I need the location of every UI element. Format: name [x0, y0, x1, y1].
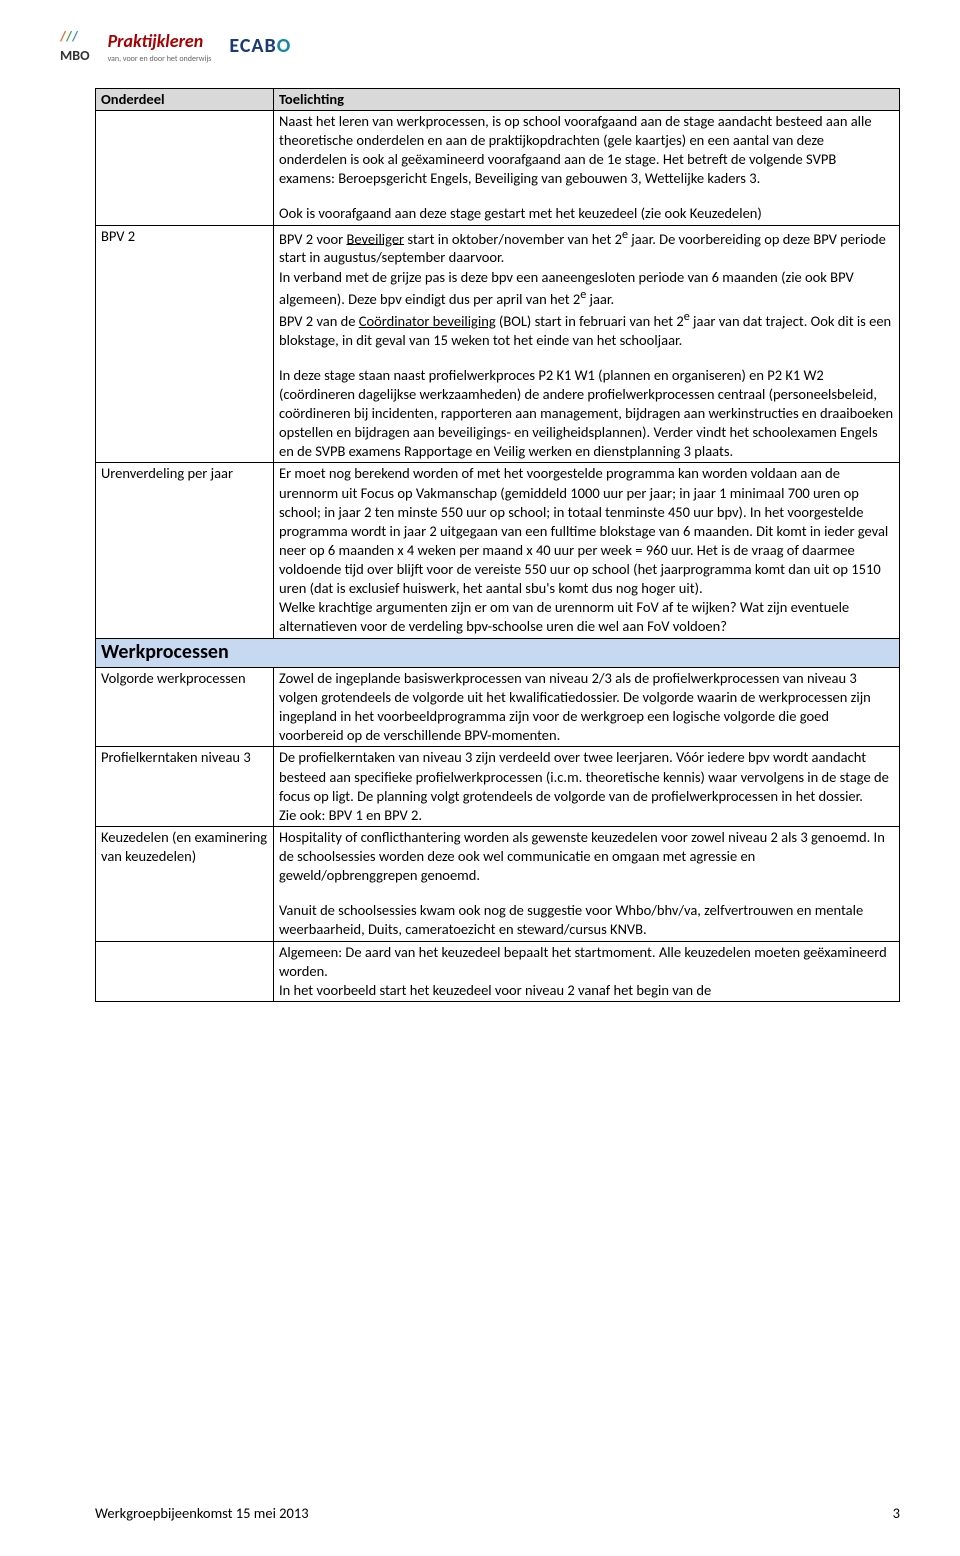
page: /// MBO Praktijkleren van, voor en door … [0, 0, 960, 1556]
row-urenverdeling: Urenverdeling per jaar Er moet nog berek… [96, 463, 900, 638]
cell-text: De profielkerntaken van niveau 3 zijn ve… [274, 747, 900, 827]
row-profielkerntaken: Profielkerntaken niveau 3 De profielkern… [96, 747, 900, 827]
cell-label: BPV 2 [96, 225, 274, 463]
cell-text: Er moet nog berekend worden of met het v… [274, 463, 900, 638]
section-werkprocessen: Werkprocessen [96, 638, 900, 667]
content-table: Onderdeel Toelichting Naast het leren va… [95, 88, 900, 1002]
row-volgorde: Volgorde werkprocessen Zowel de ingeplan… [96, 667, 900, 747]
row-intro: Naast het leren van werkprocessen, is op… [96, 110, 900, 225]
cell-text: Algemeen: De aard van het keuzedeel bepa… [274, 941, 900, 1001]
cell-label: Volgorde werkprocessen [96, 667, 274, 747]
section-heading: Werkprocessen [96, 638, 900, 667]
row-bpv2: BPV 2 BPV 2 voor Beveiliger start in okt… [96, 225, 900, 463]
logo-mbo: /// MBO [60, 28, 90, 66]
footer-page-number: 3 [893, 1504, 900, 1524]
cell-text: Hospitality of conflicthantering worden … [274, 826, 900, 941]
header-toelichting: Toelichting [274, 88, 900, 110]
cell-label: Profielkerntaken niveau 3 [96, 747, 274, 827]
cell-text: BPV 2 voor Beveiliger start in oktober/n… [274, 225, 900, 463]
header-onderdeel: Onderdeel [96, 88, 274, 110]
cell-text: Naast het leren van werkprocessen, is op… [274, 110, 900, 225]
row-algemeen: Algemeen: De aard van het keuzedeel bepa… [96, 941, 900, 1001]
footer: Werkgroepbijeenkomst 15 mei 2013 3 [95, 1504, 900, 1524]
cell-label [96, 941, 274, 1001]
header-row: Onderdeel Toelichting [96, 88, 900, 110]
logo-bar: /// MBO Praktijkleren van, voor en door … [60, 28, 900, 66]
cell-text: Zowel de ingeplande basiswerkprocessen v… [274, 667, 900, 747]
logo-praktijkleren: Praktijkleren van, voor en door het onde… [108, 29, 212, 64]
cell-label [96, 110, 274, 225]
row-keuzedelen: Keuzedelen (en examinering van keuzedele… [96, 826, 900, 941]
footer-left: Werkgroepbijeenkomst 15 mei 2013 [95, 1504, 309, 1524]
logo-ecabo: ECABO [229, 33, 291, 60]
cell-label: Urenverdeling per jaar [96, 463, 274, 638]
cell-label: Keuzedelen (en examinering van keuzedele… [96, 826, 274, 941]
